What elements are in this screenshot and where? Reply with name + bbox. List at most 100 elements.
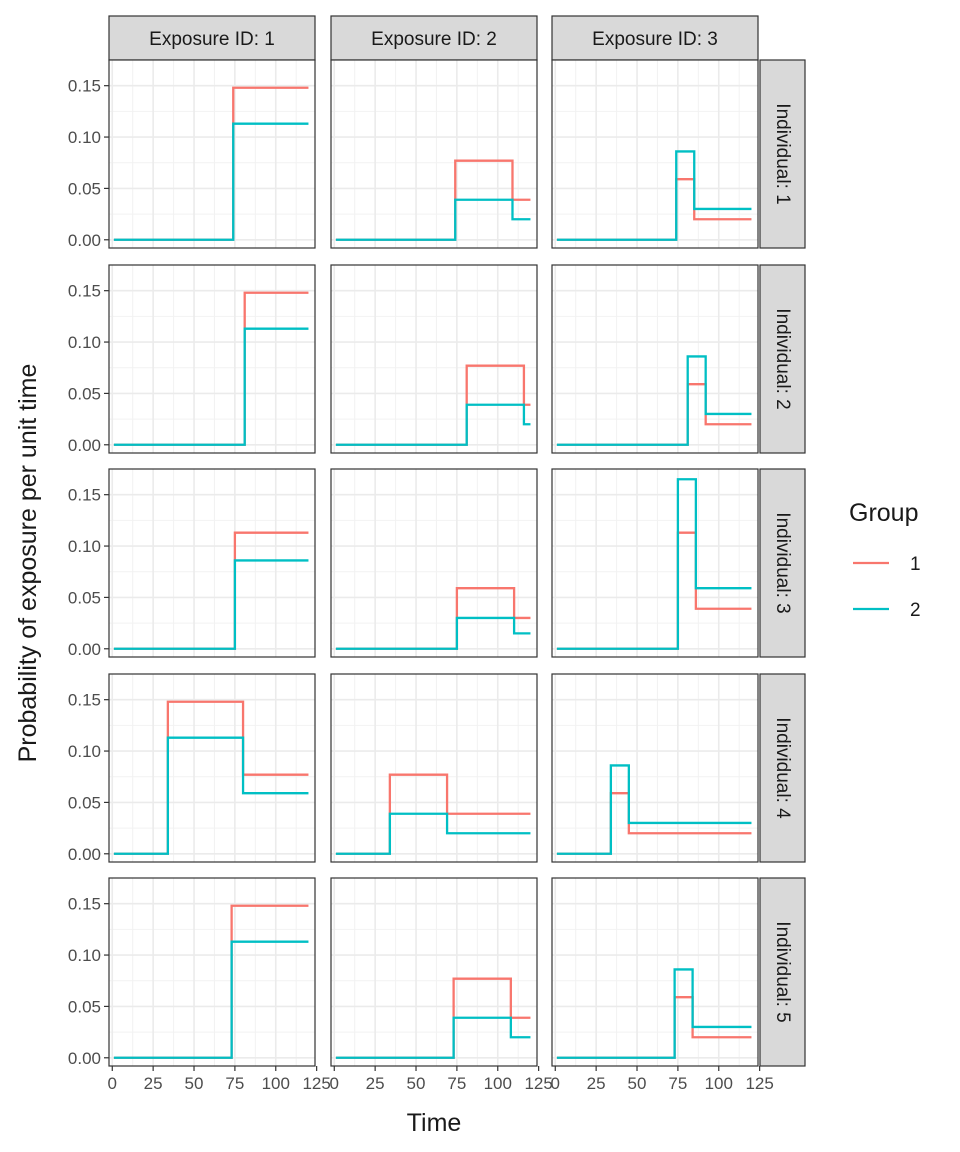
panel-border <box>108 877 316 1067</box>
row-strip: Individual: 1 <box>759 59 806 249</box>
panel-border <box>551 468 759 658</box>
panel <box>108 673 316 863</box>
series-line-group-2 <box>113 736 309 855</box>
x-tick-label: 0 <box>551 1074 560 1093</box>
row-strip-background <box>759 264 806 454</box>
legend-label: 2 <box>910 600 921 621</box>
panel <box>551 59 759 249</box>
y-tick-label: 0.00 <box>68 436 101 455</box>
column-strip: Exposure ID: 1 <box>108 15 316 61</box>
panel <box>551 264 759 454</box>
panel-border <box>330 468 538 658</box>
row-strip: Individual: 3 <box>759 468 806 658</box>
column-strip-background <box>330 15 538 61</box>
panel-border <box>551 673 759 863</box>
row-strip-background <box>759 673 806 863</box>
panel-border <box>108 673 316 863</box>
x-tick-label: 75 <box>668 1074 687 1093</box>
panel-background <box>331 878 537 1066</box>
x-axis-title: Time <box>407 1109 462 1137</box>
y-tick-label: 0.15 <box>68 77 101 96</box>
y-tick-label: 0.00 <box>68 1049 101 1068</box>
panel-border <box>330 877 538 1067</box>
panel-border <box>551 877 759 1067</box>
series-line-group-2 <box>113 122 309 241</box>
panel-border <box>551 59 759 249</box>
panel-background <box>331 60 537 248</box>
panel <box>108 59 316 249</box>
x-tick-label: 50 <box>407 1074 426 1093</box>
y-tick-label: 0.05 <box>68 793 101 812</box>
panel <box>551 468 759 658</box>
row-strip: Individual: 5 <box>759 877 806 1067</box>
row-strip-label: Individual: 3 <box>772 512 793 613</box>
column-strip-label: Exposure ID: 2 <box>371 29 497 50</box>
panel <box>330 59 538 249</box>
panel <box>551 673 759 863</box>
panel-border <box>551 264 759 454</box>
legend-label: 1 <box>910 554 921 575</box>
panel <box>330 877 538 1067</box>
legend-title: Group <box>849 499 918 527</box>
x-tick-label: 125 <box>302 1074 330 1093</box>
y-tick-label: 0.15 <box>68 691 101 710</box>
x-tick-label: 75 <box>447 1074 466 1093</box>
y-tick-label: 0.10 <box>68 537 101 556</box>
y-axis-title: Probability of exposure per unit time <box>14 364 42 763</box>
panel <box>108 264 316 454</box>
row-strip-label: Individual: 1 <box>772 103 793 204</box>
panel-background <box>552 878 758 1066</box>
y-tick-label: 0.10 <box>68 128 101 147</box>
panel-border <box>330 673 538 863</box>
series-line-group-2 <box>556 478 752 650</box>
panel-background <box>109 878 315 1066</box>
y-tick-label: 0.00 <box>68 231 101 250</box>
y-tick-label: 0.10 <box>68 742 101 761</box>
series-line-group-2 <box>335 812 531 855</box>
panel-background <box>331 265 537 453</box>
panel-background <box>552 674 758 862</box>
panel-background <box>109 674 315 862</box>
y-tick-label: 0.05 <box>68 179 101 198</box>
row-strip-label: Individual: 4 <box>772 717 793 819</box>
column-strip: Exposure ID: 3 <box>551 15 759 61</box>
panel <box>551 877 759 1067</box>
row-strip-background <box>759 877 806 1067</box>
series-line-group-2 <box>556 150 752 241</box>
y-tick-label: 0.15 <box>68 486 101 505</box>
x-tick-label: 0 <box>330 1074 339 1093</box>
panel <box>108 468 316 658</box>
panel-border <box>330 59 538 249</box>
y-tick-label: 0.05 <box>68 384 101 403</box>
x-tick-label: 25 <box>144 1074 163 1093</box>
panel-background <box>552 60 758 248</box>
series-line-group-2 <box>335 198 531 241</box>
row-strip-label: Individual: 5 <box>772 921 793 1022</box>
x-tick-label: 25 <box>587 1074 606 1093</box>
x-tick-label: 125 <box>745 1074 773 1093</box>
x-tick-label: 100 <box>484 1074 512 1093</box>
panel <box>108 877 316 1067</box>
x-tick-label: 75 <box>225 1074 244 1093</box>
y-tick-label: 0.00 <box>68 845 101 864</box>
legend: Group 1 2 <box>849 499 921 621</box>
panel <box>330 468 538 658</box>
panel-background <box>109 469 315 657</box>
x-tick-label: 100 <box>705 1074 733 1093</box>
series-line-group-2 <box>113 327 309 446</box>
series-line-group-2 <box>113 940 309 1059</box>
series-line-group-2 <box>335 1016 531 1059</box>
y-tick-label: 0.05 <box>68 588 101 607</box>
panel-border <box>108 59 316 249</box>
panel-background <box>109 60 315 248</box>
x-tick-label: 50 <box>628 1074 647 1093</box>
x-tick-label: 0 <box>108 1074 117 1093</box>
panel-border <box>108 264 316 454</box>
y-tick-label: 0.05 <box>68 997 101 1016</box>
series-line-group-2 <box>113 559 309 650</box>
panel-background <box>331 469 537 657</box>
panel <box>330 264 538 454</box>
series-line-group-2 <box>556 764 752 855</box>
